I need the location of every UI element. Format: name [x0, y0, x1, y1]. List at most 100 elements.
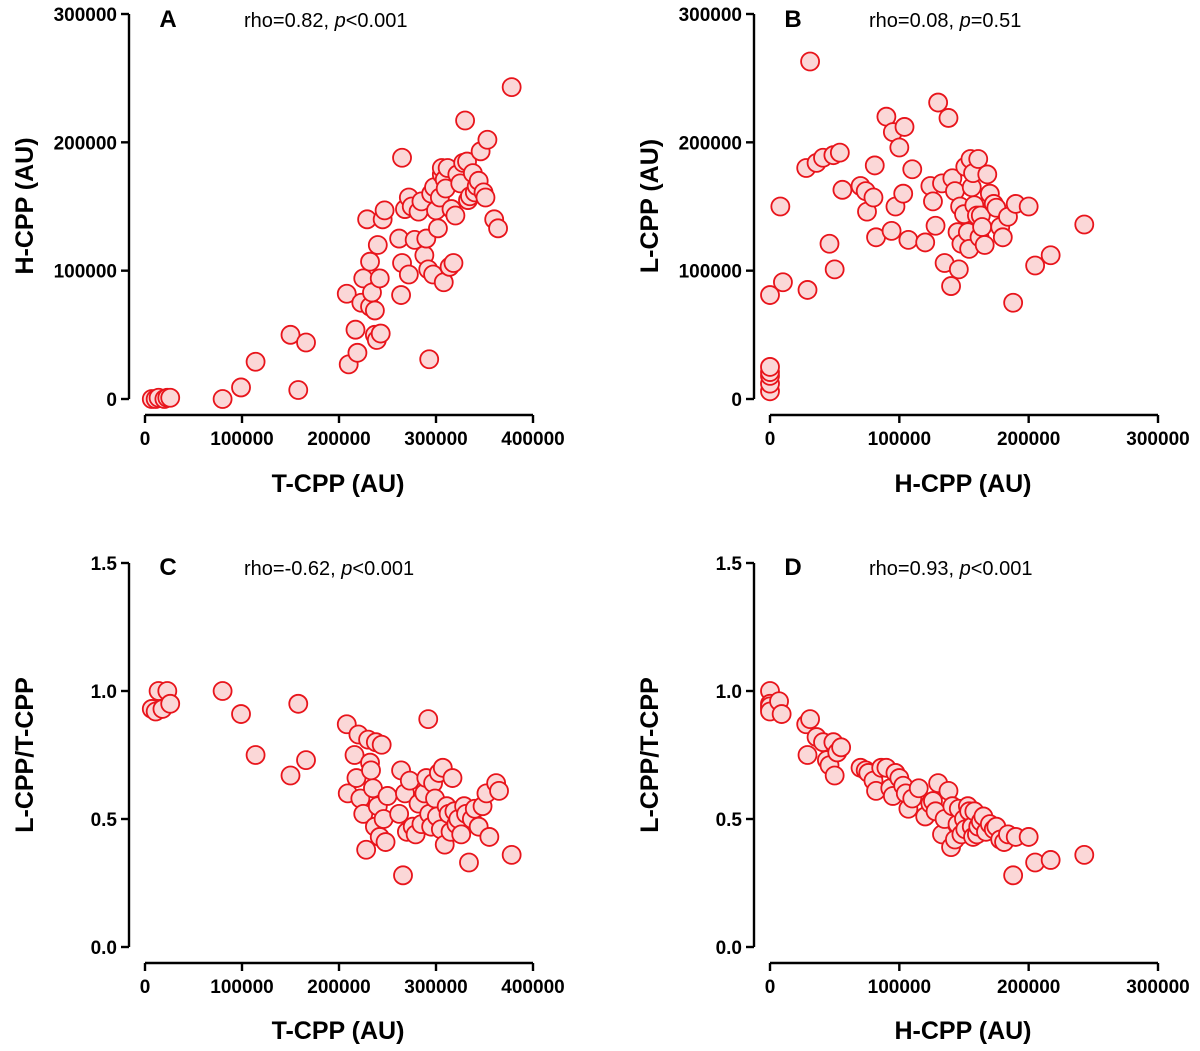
panel-c-data-point — [344, 745, 365, 765]
panel-b-data-point — [974, 235, 995, 255]
panel-c-y-tick-label: 0.0 — [91, 938, 117, 959]
panel-d-stat-rho: rho=0.93, — [869, 558, 960, 580]
panel-a-x-tick-label: 0 — [140, 429, 151, 450]
panel-d-data-point — [797, 745, 818, 765]
panel-b-x-axis-title: H-CPP (AU) — [894, 470, 1031, 498]
panel-b-data-point — [948, 259, 969, 280]
panel-a-data-point — [231, 377, 251, 398]
panel-a-letter: A — [159, 6, 176, 33]
panel-b-data-point — [1018, 196, 1039, 217]
panel-d-data-point — [800, 709, 820, 730]
panel-a-data-point — [347, 342, 368, 363]
panel-d-letter: D — [784, 554, 801, 581]
panel-c-stat-p-symbol: p — [340, 558, 352, 580]
panel-a-data-point — [488, 218, 508, 239]
panel-c-stat-annotation: rho=-0.62, p<0.001 — [244, 558, 414, 580]
panel-d-points — [760, 681, 1095, 886]
panel-b-y-axis-title: L-CPP (AU) — [636, 139, 664, 273]
panel-d-y-axis-title: L-CPP/T-CPP — [636, 677, 664, 833]
panel-d-stat-p-symbol: p — [959, 558, 971, 580]
panel-c-stat-rho: rho=-0.62, — [244, 558, 341, 580]
panel-c-data-point — [459, 852, 479, 873]
panel-a-data-point — [477, 129, 498, 150]
panel-b: 0 100000 200000 300000 0 100000 200000 300000 H-… — [636, 5, 1190, 498]
panel-b-data-point — [824, 259, 845, 280]
panel-b-data-point — [941, 276, 961, 296]
panel-a-y-tick-label: 200000 — [54, 133, 117, 154]
panel-b-x-tick-label: 100000 — [868, 429, 931, 450]
panel-b-data-point — [938, 108, 959, 128]
panel-c: 0.0 0.5 1.0 1.5 0 100000 200000 300000 400000 T-C… — [11, 554, 565, 1045]
panel-d-x-axis-title: H-CPP (AU) — [894, 1017, 1031, 1045]
panel-b-data-point — [923, 191, 943, 212]
panel-a-data-point — [443, 253, 464, 273]
panel-a-stat-annotation: rho=0.82, p<0.001 — [244, 10, 407, 32]
panel-d-y-tick-label: 0.0 — [716, 938, 742, 959]
panel-b-data-point — [829, 142, 850, 163]
panel-d-y-tick-label: 0.5 — [716, 810, 743, 831]
panel-b-data-point — [1074, 214, 1095, 235]
panel-a-data-point — [245, 351, 266, 372]
panel-b-data-point — [864, 155, 885, 176]
panel-c-data-point — [245, 745, 266, 765]
panel-a-x-tick-label: 200000 — [307, 429, 370, 450]
panel-b-data-point — [977, 164, 998, 185]
panel-d-data-point — [831, 737, 852, 758]
panel-c-letter: C — [159, 554, 176, 581]
panel-b-y-tick-label: 300000 — [679, 5, 742, 26]
panel-a-data-point — [280, 324, 301, 345]
panel-b-data-point — [760, 285, 780, 305]
panel-a-data-point — [398, 264, 419, 285]
panel-a-y-tick-label: 100000 — [54, 262, 117, 283]
panel-b-y-tick-label: 100000 — [679, 262, 742, 283]
panel-c-stat-p-value: <0.001 — [352, 558, 414, 580]
panel-c-data-point — [418, 709, 439, 730]
panel-d-x-tick-label: 200000 — [997, 977, 1060, 998]
panel-b-data-point — [1025, 255, 1046, 276]
panel-c-data-point — [399, 770, 420, 791]
panel-c-x-tick-label: 0 — [140, 977, 151, 998]
panel-b-data-point — [972, 217, 993, 237]
panel-a: 0 100000 200000 300000 0 100000 200000 300000 40… — [11, 5, 565, 498]
panel-c-x-tick-label: 300000 — [404, 977, 467, 998]
panel-a-stat-p-symbol: p — [334, 10, 346, 32]
panel-a-data-point — [501, 77, 522, 98]
panel-b-data-point — [889, 137, 910, 158]
panel-a-data-point — [160, 387, 181, 408]
panel-c-data-point — [377, 786, 398, 806]
panel-c-points — [141, 681, 522, 886]
panel-b-data-point — [819, 233, 840, 254]
panel-c-data-point — [501, 844, 522, 865]
panel-b-data-point — [800, 51, 820, 72]
panel-a-data-point — [392, 147, 412, 168]
panel-b-x-tick-label: 0 — [765, 429, 776, 450]
panel-c-y-tick-label: 1.0 — [91, 682, 117, 703]
panel-c-data-point — [288, 693, 309, 714]
panel-c-data-point — [371, 734, 392, 755]
panel-d-stat-p-value: <0.001 — [971, 558, 1033, 580]
panel-b-stat-annotation: rho=0.08, p=0.51 — [869, 10, 1021, 32]
panel-b-data-point — [760, 357, 780, 377]
panel-b-points — [760, 51, 1095, 402]
panel-d-data-point — [1018, 827, 1039, 847]
panel-b-data-point — [881, 220, 902, 241]
panel-d-y-tick-label: 1.5 — [716, 554, 743, 575]
panel-c-data-point — [356, 839, 377, 860]
panel-a-data-point — [296, 332, 316, 353]
panel-a-data-point — [445, 205, 466, 226]
panel-b-x-tick-label: 300000 — [1126, 429, 1189, 450]
panel-a-data-point — [455, 110, 476, 131]
panel-a-data-point — [475, 187, 496, 208]
panel-c-x-axis-title: T-CPP (AU) — [272, 1017, 405, 1045]
panel-d-x-tick-label: 0 — [765, 977, 776, 998]
panel-d-data-point — [1040, 850, 1061, 870]
panel-b-y-tick-label: 0 — [731, 390, 742, 411]
panel-b-y-tick-label: 200000 — [679, 133, 742, 154]
panel-a-x-tick-label: 100000 — [210, 429, 273, 450]
panel-c-data-point — [212, 681, 233, 701]
panel-b-data-point — [968, 149, 989, 169]
panel-a-data-point — [370, 323, 391, 344]
panel-a-data-point — [419, 349, 440, 370]
panel-d-y-tick-label: 1.0 — [716, 682, 742, 703]
